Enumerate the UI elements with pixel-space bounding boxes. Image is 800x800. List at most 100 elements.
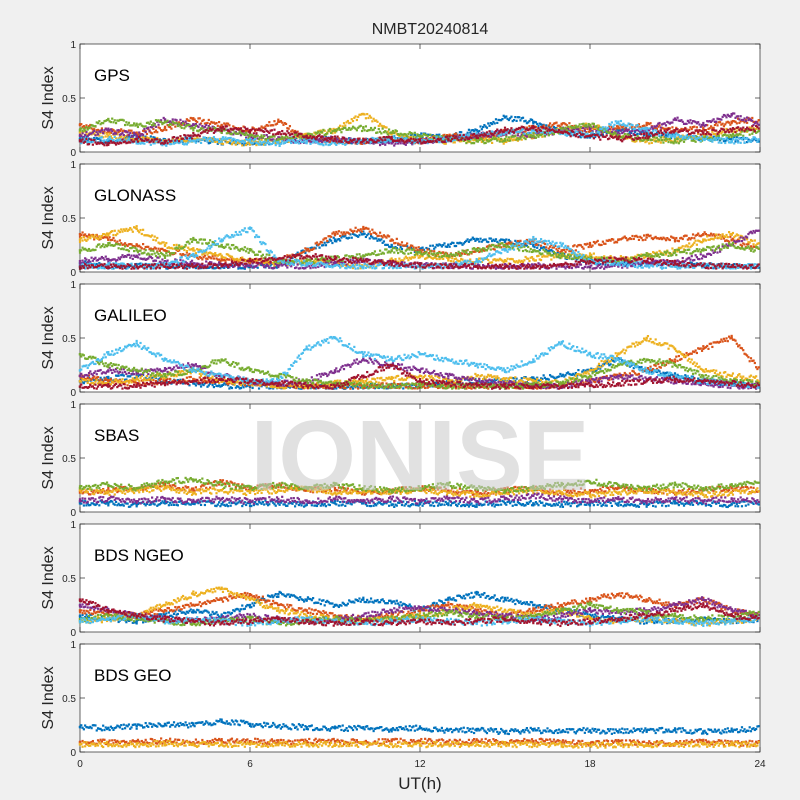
data-point xyxy=(382,140,386,143)
data-point xyxy=(175,119,178,122)
data-point xyxy=(627,135,630,138)
data-point xyxy=(389,140,392,143)
data-point xyxy=(515,138,518,141)
data-point xyxy=(330,131,333,134)
data-point xyxy=(475,140,478,143)
data-point xyxy=(606,131,610,134)
data-point xyxy=(569,131,572,134)
data-point xyxy=(493,137,496,141)
series-7 xyxy=(78,124,760,147)
data-point xyxy=(346,237,349,240)
data-point xyxy=(102,142,105,146)
data-point xyxy=(172,142,176,145)
data-point xyxy=(631,129,634,133)
data-point xyxy=(127,137,131,140)
data-point xyxy=(286,138,289,141)
data-point xyxy=(265,139,268,142)
data-point xyxy=(136,125,140,129)
data-point xyxy=(112,141,115,144)
data-point xyxy=(614,120,617,123)
data-point xyxy=(560,122,563,126)
data-point xyxy=(385,141,388,144)
data-point xyxy=(357,115,360,119)
data-point xyxy=(523,243,526,246)
data-point xyxy=(467,137,471,141)
data-point xyxy=(372,142,375,145)
data-point xyxy=(498,243,501,246)
data-point xyxy=(194,134,198,137)
data-point xyxy=(342,122,346,125)
data-point xyxy=(583,128,586,131)
data-point xyxy=(421,141,424,144)
data-point xyxy=(445,135,449,138)
data-point xyxy=(215,129,218,132)
data-point xyxy=(266,261,270,265)
data-point xyxy=(444,245,447,248)
data-point xyxy=(493,239,496,243)
data-point xyxy=(402,133,405,136)
data-point xyxy=(185,140,188,143)
data-point xyxy=(156,119,159,122)
data-point xyxy=(125,267,128,270)
data-point xyxy=(507,118,510,122)
data-point xyxy=(515,131,518,134)
data-point xyxy=(393,242,396,245)
data-point xyxy=(711,130,714,133)
data-point xyxy=(169,252,172,255)
data-point xyxy=(417,138,420,141)
data-point xyxy=(645,126,648,130)
data-point xyxy=(545,246,548,249)
data-point xyxy=(478,250,481,254)
data-point xyxy=(227,122,230,125)
data-point xyxy=(246,265,249,268)
data-point xyxy=(664,131,668,134)
data-point xyxy=(126,134,129,137)
data-point xyxy=(418,138,422,141)
data-point xyxy=(737,134,740,137)
data-point xyxy=(472,139,476,142)
data-point xyxy=(707,138,710,141)
data-point xyxy=(506,242,509,245)
data-point xyxy=(348,232,351,235)
data-point xyxy=(595,125,598,128)
data-point xyxy=(355,230,358,233)
data-point xyxy=(360,233,364,236)
data-point xyxy=(454,244,458,248)
data-point xyxy=(735,122,738,125)
data-point xyxy=(113,133,116,136)
data-point xyxy=(86,141,89,145)
data-point xyxy=(666,237,669,240)
data-point xyxy=(339,139,342,142)
data-point xyxy=(440,251,443,254)
data-point xyxy=(729,123,732,126)
data-point xyxy=(228,258,231,261)
data-point xyxy=(548,249,552,252)
data-point xyxy=(583,243,586,246)
data-point xyxy=(353,116,356,119)
data-point xyxy=(534,243,538,246)
data-point xyxy=(348,126,351,130)
data-point xyxy=(572,128,575,131)
data-point xyxy=(187,123,190,127)
data-point xyxy=(550,128,553,132)
data-point xyxy=(631,234,634,238)
data-point xyxy=(512,128,516,131)
data-point xyxy=(328,140,331,144)
data-point xyxy=(268,143,271,146)
data-point xyxy=(121,131,124,135)
data-point xyxy=(247,136,250,139)
data-point xyxy=(353,229,356,233)
data-point xyxy=(111,141,114,144)
data-point xyxy=(181,122,185,125)
data-point xyxy=(573,131,576,134)
data-point xyxy=(624,135,628,138)
data-point xyxy=(277,136,280,139)
data-point xyxy=(664,124,668,127)
data-point xyxy=(212,126,216,129)
data-point xyxy=(326,132,329,135)
data-point xyxy=(509,240,512,243)
data-point xyxy=(645,132,648,135)
data-point xyxy=(489,130,492,133)
data-point xyxy=(145,132,149,136)
data-point xyxy=(502,114,505,117)
